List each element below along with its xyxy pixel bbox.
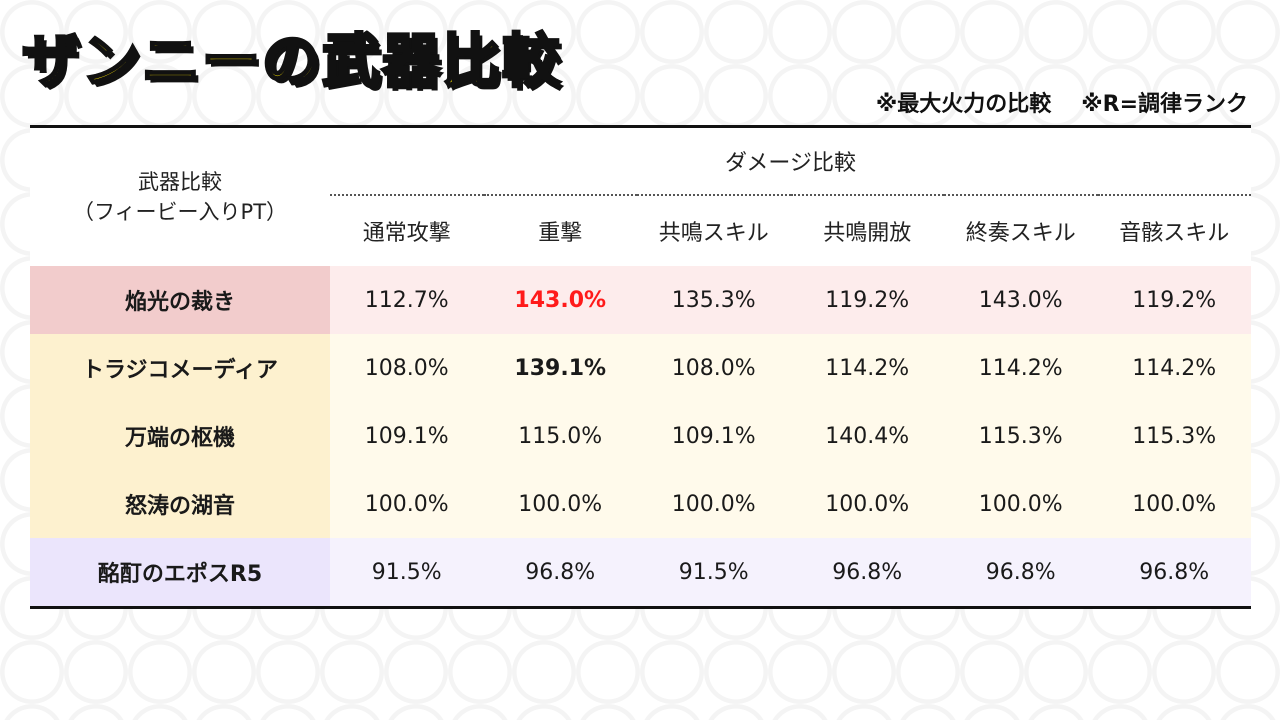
- weapon-name: 酩酊のエポスR5: [30, 538, 330, 606]
- table-cell: 100.0%: [1097, 470, 1251, 538]
- table-row: 万端の枢機 109.1% 115.0% 109.1% 140.4% 115.3%…: [30, 402, 1251, 470]
- column-header: 共鳴スキル: [658, 221, 769, 246]
- damage-comparison-header: ダメージ比較: [330, 128, 1251, 196]
- note-max-damage: ※最大火力の比較: [875, 92, 1052, 117]
- column-header: 音骸スキル: [1119, 221, 1230, 246]
- table-row: 焔光の裁き 112.7% 143.0% 135.3% 119.2% 143.0%…: [30, 266, 1251, 334]
- table-cell: 96.8%: [1097, 538, 1251, 606]
- column-header: 終奏スキル: [965, 221, 1076, 246]
- table-cell: 96.8%: [790, 538, 944, 606]
- table-cell: 96.8%: [483, 538, 637, 606]
- comparison-table: 武器比較 （フィービー入りPT） ダメージ比較 通常攻撃 重撃 共鳴スキル 共鳴…: [30, 125, 1251, 609]
- column-header: 共鳴開放: [823, 221, 912, 246]
- table-row: トラジコメーディア 108.0% 139.1% 108.0% 114.2% 11…: [30, 334, 1251, 402]
- table-cell: 114.2%: [790, 334, 944, 402]
- notes: ※最大火力の比較 ※R=調律ランク: [876, 86, 1248, 118]
- table-cell: 108.0%: [330, 334, 484, 402]
- weapon-name: トラジコメーディア: [30, 334, 330, 402]
- table-cell: 100.0%: [790, 470, 944, 538]
- table-cell: 91.5%: [330, 538, 484, 606]
- table-cell: 91.5%: [637, 538, 791, 606]
- table-cell: 108.0%: [637, 334, 791, 402]
- page-title: ザンニーの武器比較: [20, 26, 563, 97]
- table-cell: 135.3%: [637, 266, 791, 334]
- table-cell: 115.3%: [1097, 402, 1251, 470]
- weapon-header: 武器比較 （フィービー入りPT）: [30, 128, 330, 266]
- weapon-name: 怒涛の湖音: [30, 470, 330, 538]
- weapon-header-line2: （フィービー入りPT）: [72, 200, 288, 224]
- table-cell: 114.2%: [1097, 334, 1251, 402]
- table-cell: 112.7%: [330, 266, 484, 334]
- weapon-header-line1: 武器比較: [138, 170, 222, 194]
- table-cell: 119.2%: [1097, 266, 1251, 334]
- table-cell: 115.3%: [944, 402, 1098, 470]
- table-cell-highlight: 139.1%: [483, 334, 637, 402]
- column-header: 通常攻撃: [362, 221, 451, 246]
- note-rank-definition: ※R=調律ランク: [1081, 92, 1248, 117]
- column-header: 重撃: [538, 221, 583, 246]
- table-cell: 140.4%: [790, 402, 944, 470]
- table-cell: 114.2%: [944, 334, 1098, 402]
- table-cell: 109.1%: [330, 402, 484, 470]
- table-cell: 109.1%: [637, 402, 791, 470]
- table-cell: 100.0%: [944, 470, 1098, 538]
- table-cell: 100.0%: [330, 470, 484, 538]
- table-cell-highlight: 143.0%: [483, 266, 637, 334]
- weapon-name: 焔光の裁き: [30, 266, 330, 334]
- table-cell: 119.2%: [790, 266, 944, 334]
- table-row: 酩酊のエポスR5 91.5% 96.8% 91.5% 96.8% 96.8% 9…: [30, 538, 1251, 606]
- table-cell: 143.0%: [944, 266, 1098, 334]
- table-cell: 115.0%: [483, 402, 637, 470]
- table-cell: 100.0%: [483, 470, 637, 538]
- table-row: 怒涛の湖音 100.0% 100.0% 100.0% 100.0% 100.0%…: [30, 470, 1251, 538]
- table-cell: 96.8%: [944, 538, 1098, 606]
- weapon-name: 万端の枢機: [30, 402, 330, 470]
- table-cell: 100.0%: [637, 470, 791, 538]
